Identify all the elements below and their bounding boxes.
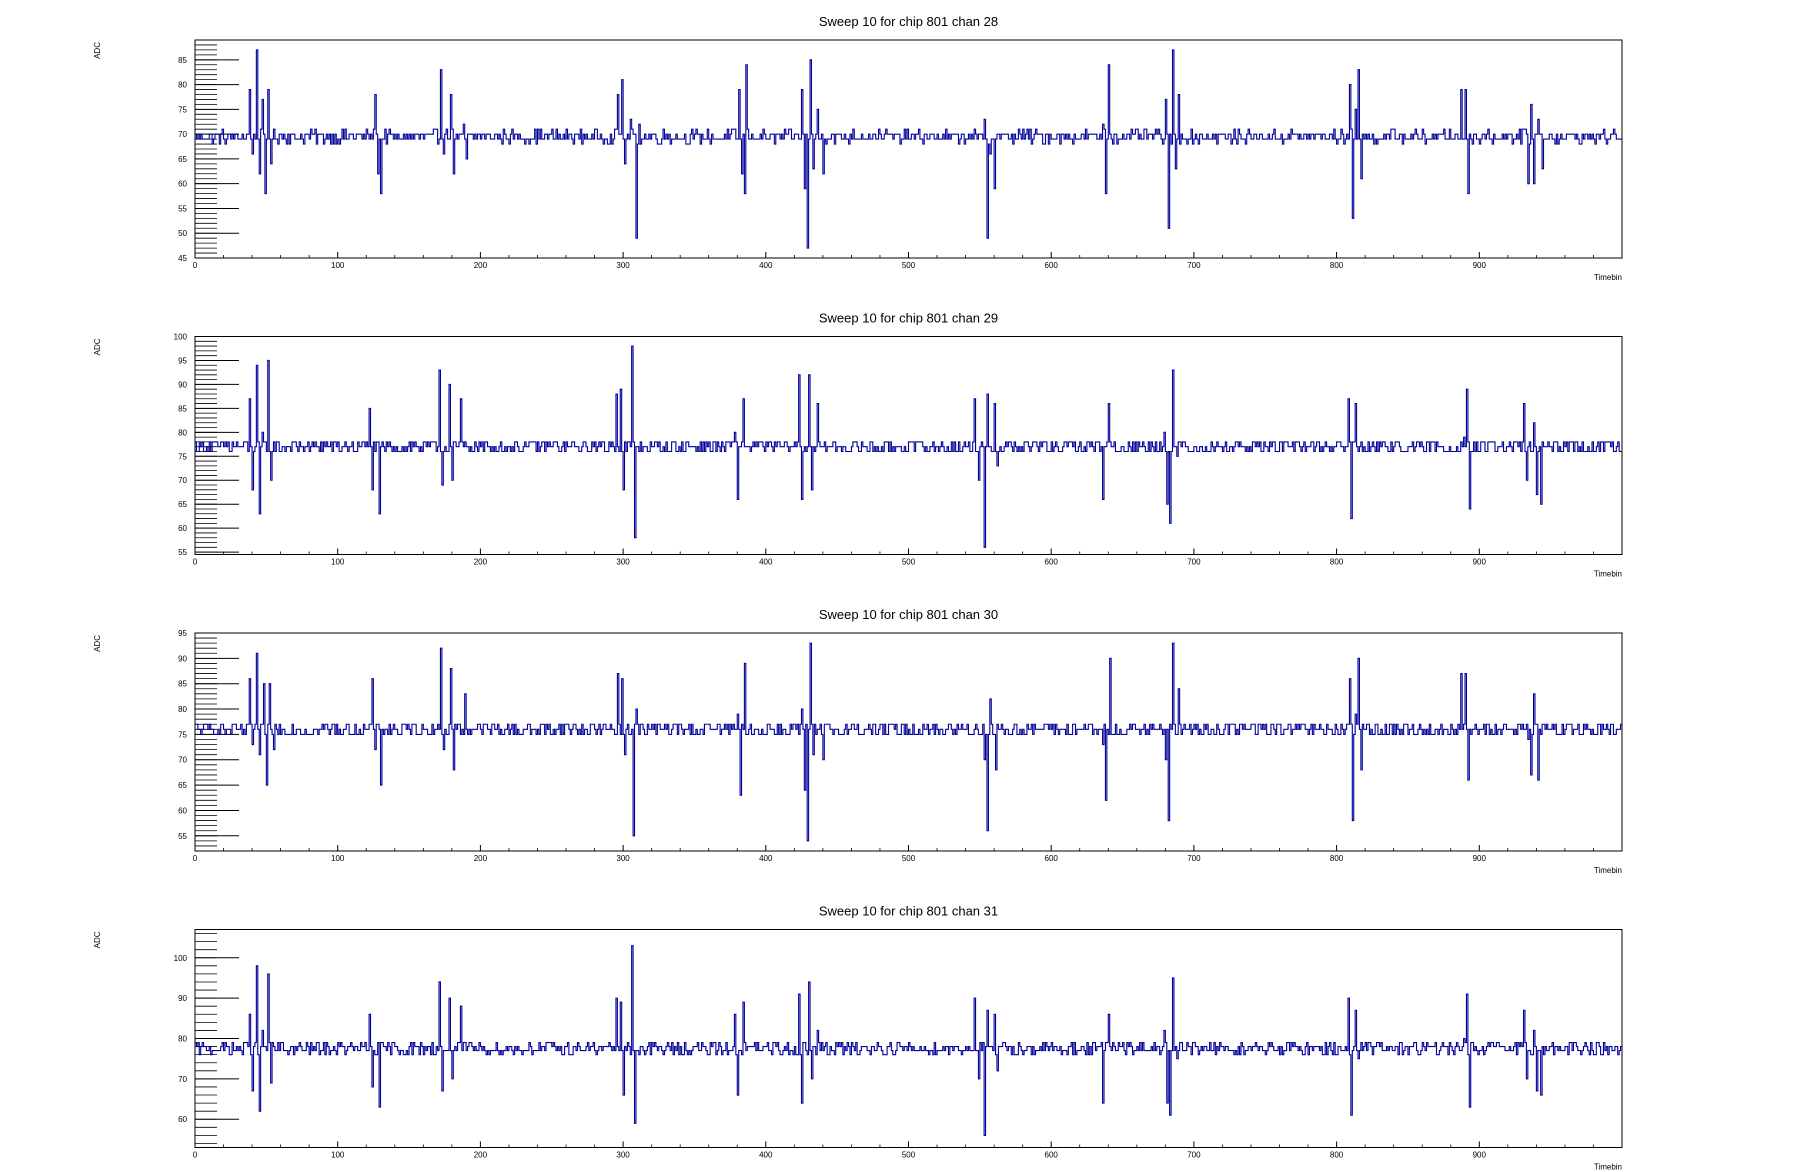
x-tick-label: 0 xyxy=(193,1151,198,1160)
y-tick-label: 70 xyxy=(178,1075,187,1084)
x-tick-label: 300 xyxy=(616,854,630,863)
chart-panel-3: Sweep 10 for chip 801 chan 30 ADC Timebin 5… xyxy=(93,607,1623,875)
x-tick-label: 300 xyxy=(616,1151,630,1160)
x-tick-label: 0 xyxy=(193,854,198,863)
y-tick-label: 100 xyxy=(174,333,188,342)
x-tick-label: 500 xyxy=(902,558,916,567)
x-tick-label: 400 xyxy=(759,1151,773,1160)
y-tick-label: 80 xyxy=(178,428,187,437)
chart-title: Sweep 10 for chip 801 chan 28 xyxy=(819,14,998,29)
plot-frame xyxy=(194,39,1623,259)
y-tick-label: 100 xyxy=(174,954,188,963)
y-tick-label: 90 xyxy=(178,380,187,389)
x-tick-label: 200 xyxy=(474,558,488,567)
y-axis-label: ADC xyxy=(93,635,102,652)
y-tick-label: 50 xyxy=(178,229,187,238)
y-tick-label: 55 xyxy=(178,548,187,557)
x-tick-label: 600 xyxy=(1045,261,1059,270)
y-tick-label: 60 xyxy=(178,524,187,533)
chart-panel-4: Sweep 10 for chip 801 chan 31 ADC Timebin 6… xyxy=(93,904,1623,1172)
x-tick-label: 400 xyxy=(759,558,773,567)
y-axis-label: ADC xyxy=(93,338,102,355)
x-tick-label: 700 xyxy=(1187,854,1201,863)
y-tick-label: 70 xyxy=(178,130,187,139)
x-tick-label: 600 xyxy=(1045,1151,1059,1160)
chart-title: Sweep 10 for chip 801 chan 30 xyxy=(819,607,998,622)
y-tick-label: 75 xyxy=(178,452,187,461)
x-tick-label: 200 xyxy=(474,261,488,270)
adc-waveform-line xyxy=(195,642,1622,842)
x-tick-label: 800 xyxy=(1330,558,1344,567)
adc-waveform-line xyxy=(195,945,1622,1136)
y-tick-label: 80 xyxy=(178,1035,187,1044)
y-tick-label: 95 xyxy=(178,356,187,365)
plot-frame xyxy=(194,632,1623,852)
x-axis-label: Timebin xyxy=(1594,570,1622,579)
x-tick-label: 500 xyxy=(902,261,916,270)
y-tick-label: 75 xyxy=(178,730,187,739)
y-tick-label: 95 xyxy=(178,629,187,638)
x-tick-label: 600 xyxy=(1045,854,1059,863)
chart-panel-1: Sweep 10 for chip 801 chan 28 ADC Timebin 4… xyxy=(93,14,1623,282)
y-tick-label: 60 xyxy=(178,1115,187,1124)
y-tick-label: 80 xyxy=(178,705,187,714)
x-axis-label: Timebin xyxy=(1594,866,1622,875)
y-tick-label: 60 xyxy=(178,180,187,189)
chart-title: Sweep 10 for chip 801 chan 31 xyxy=(819,904,998,919)
y-tick-label: 85 xyxy=(178,680,187,689)
y-tick-label: 65 xyxy=(178,500,187,509)
x-tick-label: 100 xyxy=(331,261,345,270)
y-tick-label: 90 xyxy=(178,654,187,663)
plot-frame xyxy=(194,929,1623,1148)
y-tick-label: 90 xyxy=(178,994,187,1003)
x-tick-label: 800 xyxy=(1330,854,1344,863)
y-tick-label: 55 xyxy=(178,832,187,841)
y-axis-label: ADC xyxy=(93,931,102,948)
x-tick-label: 700 xyxy=(1187,558,1201,567)
x-tick-label: 300 xyxy=(616,261,630,270)
adc-waveform-line xyxy=(195,345,1622,548)
x-tick-label: 200 xyxy=(474,854,488,863)
y-tick-label: 70 xyxy=(178,476,187,485)
x-tick-label: 600 xyxy=(1045,558,1059,567)
y-tick-label: 60 xyxy=(178,806,187,815)
x-tick-label: 0 xyxy=(193,558,198,567)
x-tick-label: 500 xyxy=(902,854,916,863)
x-tick-label: 900 xyxy=(1473,1151,1487,1160)
x-axis-label: Timebin xyxy=(1594,1163,1622,1172)
y-tick-label: 65 xyxy=(178,781,187,790)
x-tick-label: 700 xyxy=(1187,261,1201,270)
x-tick-label: 400 xyxy=(759,261,773,270)
y-axis-label: ADC xyxy=(93,42,102,59)
chart-title: Sweep 10 for chip 801 chan 29 xyxy=(819,311,998,326)
adc-waveform-line xyxy=(195,49,1622,249)
y-tick-label: 80 xyxy=(178,81,187,90)
x-tick-label: 100 xyxy=(331,558,345,567)
x-axis-label: Timebin xyxy=(1594,273,1622,282)
x-tick-label: 300 xyxy=(616,558,630,567)
y-tick-label: 65 xyxy=(178,155,187,164)
x-tick-label: 900 xyxy=(1473,558,1487,567)
x-tick-label: 900 xyxy=(1473,854,1487,863)
x-tick-label: 400 xyxy=(759,854,773,863)
y-tick-label: 55 xyxy=(178,204,187,213)
x-tick-label: 200 xyxy=(474,1151,488,1160)
y-tick-label: 45 xyxy=(178,254,187,263)
chart-panel-2: Sweep 10 for chip 801 chan 29 ADC Timebin 5… xyxy=(93,311,1623,579)
x-tick-label: 500 xyxy=(902,1151,916,1160)
x-tick-label: 900 xyxy=(1473,261,1487,270)
y-tick-label: 85 xyxy=(178,56,187,65)
x-tick-label: 100 xyxy=(331,854,345,863)
x-tick-label: 0 xyxy=(193,261,198,270)
x-tick-label: 800 xyxy=(1330,261,1344,270)
y-tick-label: 75 xyxy=(178,105,187,114)
x-tick-label: 100 xyxy=(331,1151,345,1160)
x-tick-label: 700 xyxy=(1187,1151,1201,1160)
y-tick-label: 70 xyxy=(178,756,187,765)
x-tick-label: 800 xyxy=(1330,1151,1344,1160)
y-tick-label: 85 xyxy=(178,404,187,413)
